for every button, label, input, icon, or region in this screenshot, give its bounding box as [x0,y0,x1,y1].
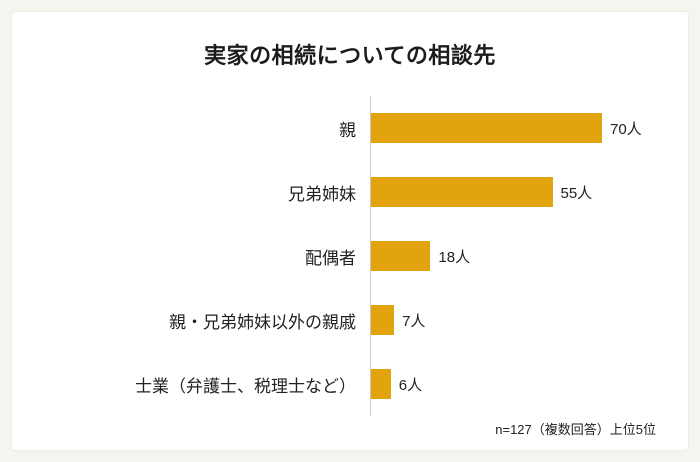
sample-note: n=127（複数回答）上位5位 [495,422,656,437]
chart-title: 実家の相続についての相談先 [204,43,496,68]
bar [371,177,553,207]
chart-card: 実家の相続についての相談先 親 70人 兄弟姉妹 55人 配偶者 [11,11,689,451]
value-label: 6人 [398,376,423,394]
bar-row: 兄弟姉妹 55人 [22,160,678,224]
value-label: 55人 [560,184,593,202]
bar [371,369,391,399]
bar-row: 親・兄弟姉妹以外の親戚 7人 [22,288,678,352]
category-label: 親・兄弟姉妹以外の親戚 [169,312,356,332]
plot-area: 7人 [370,288,678,352]
category-label: 士業（弁護士、税理士など） [135,376,356,396]
plot-area: 70人 [370,96,678,160]
category-label: 兄弟姉妹 [288,184,356,204]
bar-chart: 親 70人 兄弟姉妹 55人 配偶者 18人 [22,96,678,417]
bar-row: 配偶者 18人 [22,224,678,288]
bar [371,113,602,143]
plot-area: 55人 [370,160,678,224]
value-label: 7人 [402,312,426,330]
bar-row: 士業（弁護士、税理士など） 6人 [22,352,678,416]
value-label: 18人 [438,248,471,266]
category-label: 親 [339,120,356,140]
bar [371,305,395,335]
category-label: 配偶者 [305,248,356,268]
plot-area: 18人 [370,224,678,288]
bar [371,241,431,271]
plot-area: 6人 [370,352,678,416]
value-label: 70人 [610,120,642,138]
bar-row: 親 70人 [22,96,678,160]
